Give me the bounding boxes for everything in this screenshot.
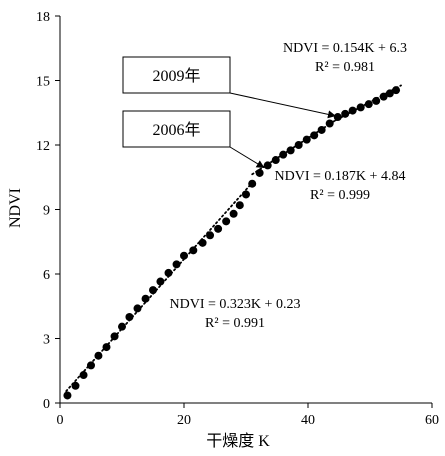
data-point <box>325 119 334 128</box>
trend-r-squared: R² = 0.981 <box>315 60 375 75</box>
data-point <box>356 103 365 112</box>
data-point <box>310 131 319 140</box>
callout-label: 2006年 <box>152 121 200 139</box>
data-point <box>156 277 165 286</box>
y-tick-label: 9 <box>43 204 50 219</box>
data-point <box>198 238 207 247</box>
trend-equations: NDVI = 0.323K + 0.23 R² = 0.991 NDVI = 0.1… <box>170 41 407 331</box>
data-point <box>392 86 401 95</box>
x-tick-label: 20 <box>177 413 191 428</box>
axes <box>59 16 432 404</box>
trend-r-squared: R² = 0.999 <box>310 188 370 203</box>
y-tick-label: 0 <box>43 397 50 412</box>
data-point <box>242 190 250 199</box>
data-point <box>149 286 157 295</box>
callout-box <box>122 110 231 148</box>
y-tick-label: 12 <box>36 139 50 154</box>
data-point <box>229 209 238 218</box>
data-point <box>255 168 264 177</box>
trend-equation: NDVI = 0.154K + 6.3 <box>283 41 407 56</box>
data-point <box>164 268 173 277</box>
data-point <box>364 100 373 109</box>
data-point <box>385 89 394 98</box>
trend-equation: NDVI = 0.187K + 4.84 <box>275 169 406 184</box>
callout-arrow <box>229 146 265 168</box>
callout-label: 2009年 <box>152 67 200 85</box>
data-point <box>263 161 272 170</box>
data-point <box>317 125 326 134</box>
x-tick-label: 40 <box>301 413 315 428</box>
trendlines <box>65 84 402 393</box>
trend-r-squared: R² = 0.991 <box>205 316 265 331</box>
x-tick-label: 60 <box>425 413 439 428</box>
x-axis-title: 干燥度 K <box>206 432 270 450</box>
data-point <box>180 251 188 260</box>
data-point <box>248 179 257 188</box>
trendline-1 <box>65 181 254 393</box>
data-point <box>133 304 142 313</box>
ticks: 0 20 40 60 0 3 6 9 12 15 18 <box>36 10 439 428</box>
callout-arrow <box>229 92 336 119</box>
data-point <box>102 343 111 352</box>
callout-box <box>122 56 231 94</box>
y-tick-label: 3 <box>43 333 50 348</box>
trend-equation: NDVI = 0.323K + 0.23 <box>170 297 301 312</box>
data-point <box>235 201 244 210</box>
data-point <box>348 106 357 115</box>
data-point <box>302 135 311 144</box>
data-point <box>172 260 181 269</box>
data-point <box>141 294 150 303</box>
y-axis-title: NDVI <box>7 188 24 228</box>
data-point <box>63 391 72 400</box>
y-tick-label: 18 <box>36 10 50 25</box>
data-point <box>110 332 119 341</box>
data-point <box>125 313 134 321</box>
data-point <box>379 92 388 101</box>
data-point <box>286 146 295 155</box>
x-tick-label: 0 <box>57 413 64 428</box>
data-point <box>94 351 103 360</box>
data-point <box>341 109 350 118</box>
data-point <box>87 361 95 370</box>
data-point <box>79 371 88 380</box>
data-point <box>189 246 198 255</box>
callouts: 2009年 2006年 <box>122 56 336 168</box>
data-point <box>271 156 280 165</box>
y-tick-label: 6 <box>43 268 50 283</box>
data-point <box>294 141 303 149</box>
y-tick-label: 15 <box>36 75 50 90</box>
data-points <box>63 86 401 400</box>
data-point <box>222 217 231 226</box>
data-point <box>118 322 126 331</box>
data-point <box>372 96 381 105</box>
data-point <box>214 224 223 233</box>
data-point <box>279 150 288 159</box>
data-point <box>71 381 80 390</box>
data-point <box>333 113 342 122</box>
data-point <box>206 231 215 240</box>
